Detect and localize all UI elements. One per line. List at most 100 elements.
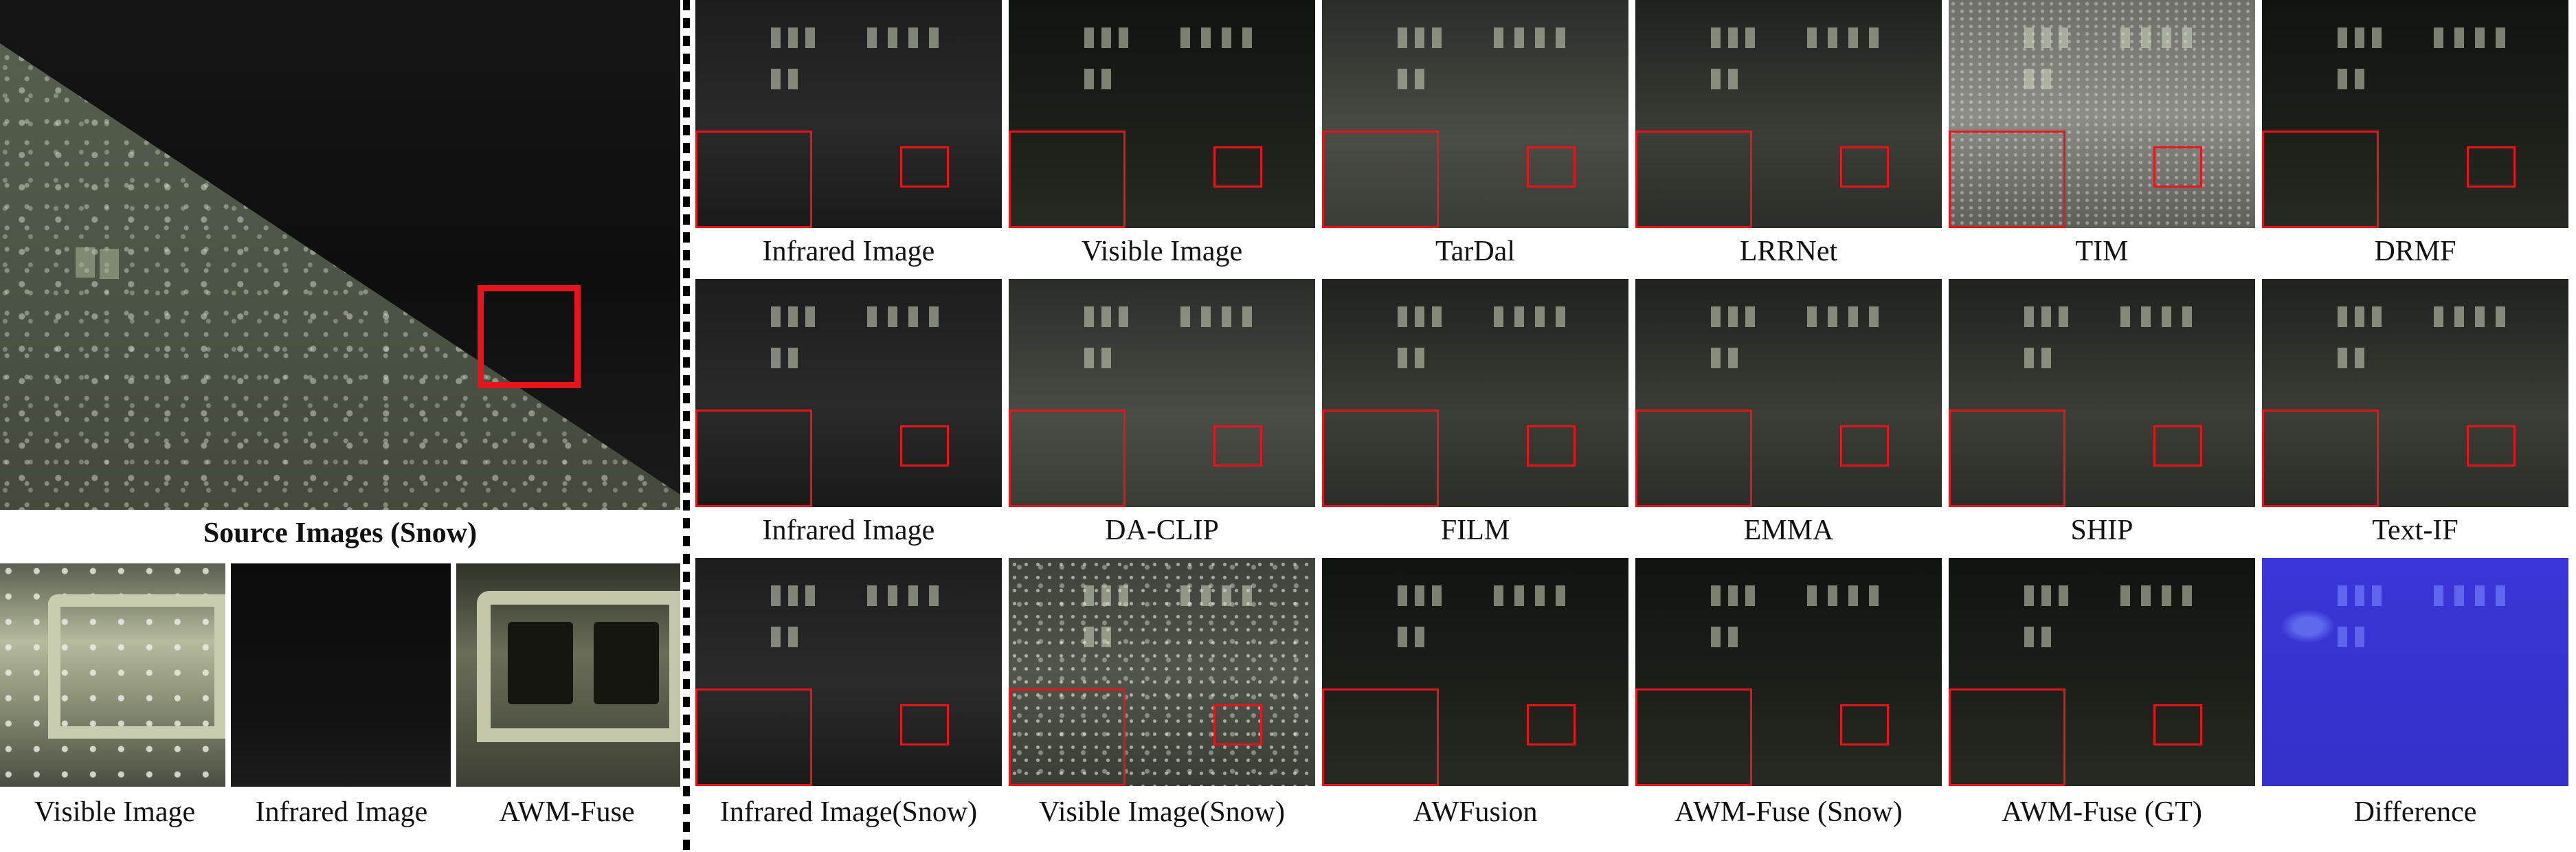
building-window xyxy=(771,627,781,647)
building-window xyxy=(1848,306,1858,327)
building-window xyxy=(1398,627,1407,647)
building-window xyxy=(1201,306,1211,327)
building-window xyxy=(1398,27,1407,48)
building-window xyxy=(1869,306,1879,327)
building-window xyxy=(805,306,815,327)
building-window xyxy=(2475,306,2485,327)
zoom-inset-box xyxy=(1322,410,1439,507)
roi-box xyxy=(1527,704,1576,746)
zoom-crop-infrared xyxy=(231,563,451,787)
result-image xyxy=(1635,0,1942,228)
building-window xyxy=(1201,27,1211,48)
building-window xyxy=(1514,585,1524,606)
result-image xyxy=(2262,0,2568,228)
result-label: AWM-Fuse (GT) xyxy=(2002,796,2202,828)
building-window xyxy=(1180,306,1190,327)
building-window xyxy=(1535,306,1545,327)
building-window xyxy=(2338,627,2347,647)
van-window xyxy=(508,622,573,704)
building-window xyxy=(1828,585,1837,606)
building-window xyxy=(1848,27,1858,48)
zoom-inset-box xyxy=(1322,131,1439,228)
crop-label-infrared: Infrared Image xyxy=(255,796,428,828)
zoom-inset-box xyxy=(695,410,812,507)
building-window xyxy=(1728,306,1738,327)
building-window xyxy=(2162,306,2171,327)
zoom-inset-box xyxy=(1009,410,1125,507)
building-window xyxy=(2355,69,2364,89)
roi-box xyxy=(900,425,949,467)
result-label: Difference xyxy=(2353,796,2477,828)
result-image xyxy=(1635,279,1942,507)
building-window xyxy=(2182,585,2192,606)
result-image xyxy=(1322,558,1628,786)
roi-box xyxy=(1840,425,1889,467)
building-window xyxy=(1222,585,1231,606)
result-label: AWM-Fuse (Snow) xyxy=(1675,796,1903,828)
building-window xyxy=(2059,306,2068,327)
building-window xyxy=(1514,27,1524,48)
building-window xyxy=(1711,306,1721,327)
building-window xyxy=(771,306,781,327)
roi-box xyxy=(900,704,949,746)
building-window xyxy=(1514,306,1524,327)
building-window xyxy=(771,585,781,606)
building-window xyxy=(1745,306,1755,327)
building-window xyxy=(1084,585,1094,606)
building-window xyxy=(1415,627,1424,647)
building-window xyxy=(771,348,781,368)
building-window xyxy=(867,27,877,48)
building-window xyxy=(788,585,798,606)
result-image xyxy=(695,0,1002,228)
building-window xyxy=(2141,306,2151,327)
building-window xyxy=(1084,306,1094,327)
building-window xyxy=(805,27,815,48)
building-window xyxy=(2059,27,2068,48)
building-window xyxy=(1807,27,1817,48)
building-window xyxy=(1201,585,1211,606)
result-label: TIM xyxy=(2075,236,2129,267)
building-window xyxy=(2120,306,2130,327)
building-window xyxy=(867,306,877,327)
building-window xyxy=(2024,27,2034,48)
result-image xyxy=(1635,558,1942,786)
zoom-inset-box xyxy=(2262,410,2379,507)
result-label: EMMA xyxy=(1743,515,1834,546)
building-window xyxy=(2182,306,2192,327)
zoom-inset-box xyxy=(1949,131,2065,228)
building-window xyxy=(1869,27,1879,48)
result-image xyxy=(1009,0,1315,228)
roi-box xyxy=(1840,704,1889,746)
zoom-inset-box xyxy=(1009,688,1125,786)
roi-box xyxy=(1840,146,1889,188)
building-window xyxy=(1415,585,1424,606)
building-window xyxy=(1728,627,1738,647)
result-label: SHIP xyxy=(2070,515,2133,546)
result-label: DA-CLIP xyxy=(1105,515,1219,546)
crop-label-visible: Visible Image xyxy=(34,796,196,828)
source-image-diagonal-composite xyxy=(0,0,680,510)
building-window xyxy=(1119,585,1128,606)
building-window xyxy=(929,585,939,606)
building-window xyxy=(929,306,939,327)
building-window xyxy=(1745,27,1755,48)
roi-box xyxy=(1213,425,1262,467)
building-window xyxy=(2372,585,2382,606)
building-window xyxy=(1728,585,1738,606)
building-window xyxy=(1101,69,1111,89)
building-window xyxy=(1398,348,1407,368)
building-window xyxy=(888,585,897,606)
roi-box xyxy=(2467,425,2516,467)
van-detail xyxy=(48,594,225,739)
van-window xyxy=(594,622,659,704)
building-window xyxy=(1432,306,1442,327)
building-window xyxy=(788,27,798,48)
roi-box xyxy=(2153,425,2202,467)
building-window xyxy=(2496,27,2505,48)
result-image xyxy=(1949,558,2255,786)
building-window xyxy=(1535,27,1545,48)
building-window xyxy=(908,27,918,48)
building-window xyxy=(1494,27,1503,48)
building-window xyxy=(1415,348,1424,368)
building-window xyxy=(888,27,897,48)
